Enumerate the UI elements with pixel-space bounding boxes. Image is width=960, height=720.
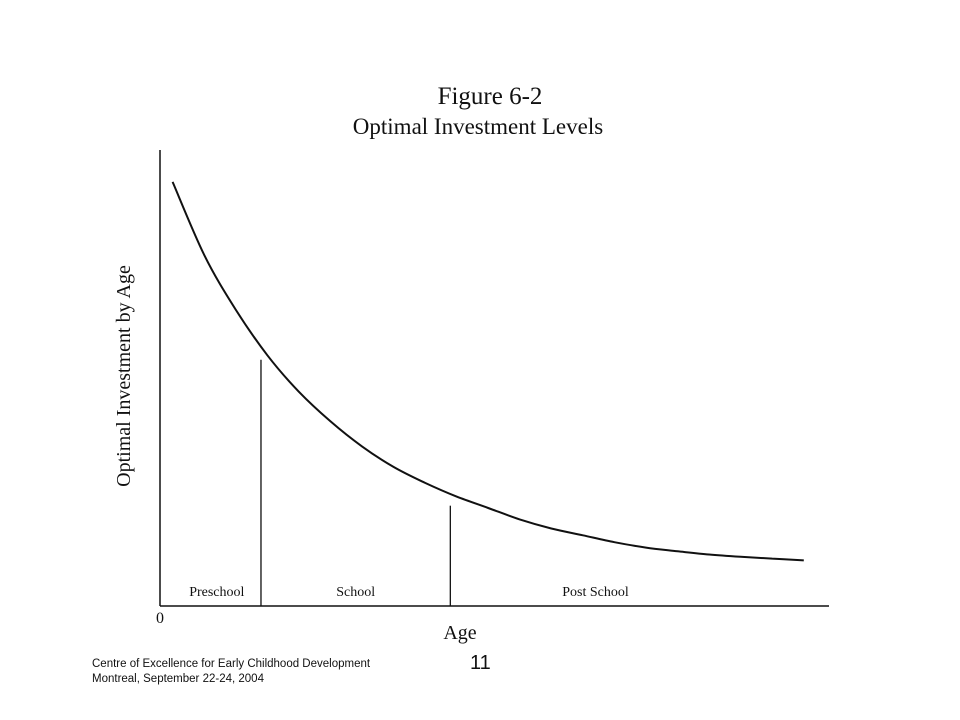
x-axis-label: Age	[443, 622, 476, 644]
investment-curve	[171, 181, 804, 562]
footer: Centre of Excellence for Early Childhood…	[92, 657, 370, 687]
region-label-preschool: Preschool	[189, 585, 244, 600]
footer-event: Montreal, September 22-24, 2004	[92, 673, 264, 685]
y-axis-label: Optimal Investment by Age	[113, 265, 135, 487]
chart-subtitle: Optimal Investment Levels	[353, 114, 603, 139]
region-label-post-school: Post School	[562, 585, 629, 600]
footer-organization: Centre of Excellence for Early Childhood…	[92, 658, 371, 670]
page-number: 11	[470, 652, 491, 674]
region-label-school: School	[336, 585, 375, 600]
origin-label: 0	[156, 610, 164, 627]
chart-title: Figure 6-2	[438, 83, 543, 110]
